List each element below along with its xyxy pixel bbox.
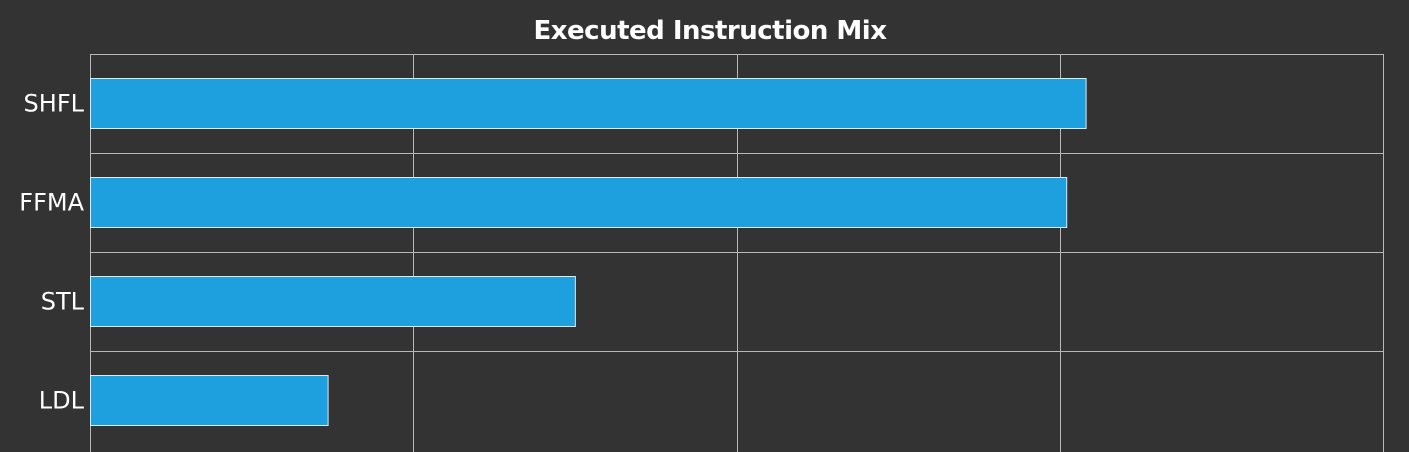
chart-title: Executed Instruction Mix [534, 16, 888, 46]
bars [90, 78, 1087, 426]
bar-stl[interactable] [90, 276, 576, 327]
category-label-ldl: LDL [39, 387, 85, 415]
category-label-shfl: SHFL [24, 90, 85, 118]
category-labels: SHFL FFMA STL LDL [19, 90, 84, 415]
bar-shfl[interactable] [90, 78, 1087, 129]
bar-ldl[interactable] [90, 375, 329, 426]
bar-ffma[interactable] [90, 177, 1068, 228]
category-label-ffma: FFMA [19, 189, 84, 217]
category-label-stl: STL [41, 288, 85, 316]
